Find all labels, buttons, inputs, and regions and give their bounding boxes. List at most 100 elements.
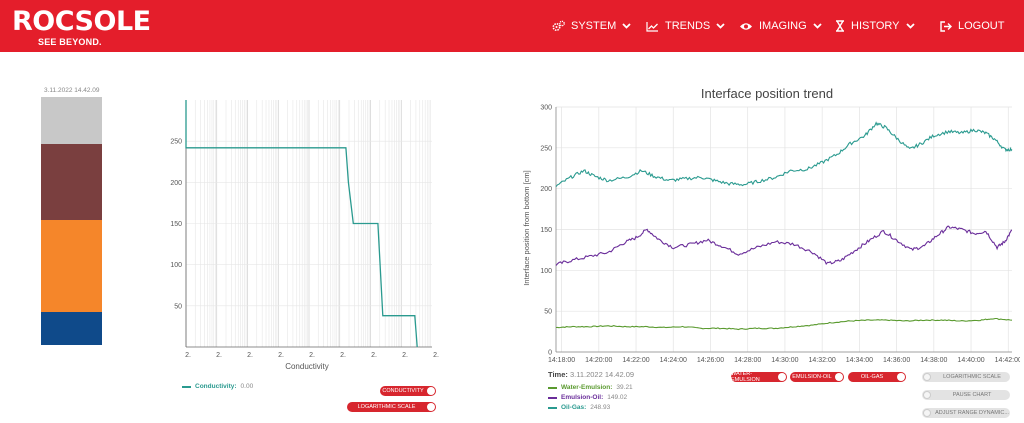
emulsion-layer — [41, 220, 102, 312]
series-line-emulsion-oil — [555, 225, 1013, 266]
legend-label: Emulsion-Oil: — [561, 394, 604, 401]
legend-swatch — [548, 386, 557, 389]
x-tick-label: 2. — [371, 352, 377, 359]
nav-history-menu[interactable]: HISTORY — [835, 0, 915, 52]
pause-chart-toggle[interactable]: PAUSE CHART — [922, 390, 1010, 400]
legend-swatch — [548, 406, 557, 409]
y-tick-label: 250 — [540, 145, 552, 152]
emulsion-oil-toggle[interactable]: EMULSION-OIL — [790, 372, 844, 382]
time-value: 3.11.2022 14.42.09 — [569, 370, 635, 379]
x-tick-label: 14:32:00 — [809, 357, 836, 364]
legend-value: 248.93 — [590, 404, 611, 411]
trend-log-scale-toggle[interactable]: LOGARITHMIC SCALE — [922, 372, 1010, 382]
legend-emulsion-oil: Emulsion-Oil: 149.02 — [548, 394, 627, 401]
oil-layer — [41, 144, 102, 220]
y-tick-label: 100 — [170, 262, 182, 269]
logout-label: LOGOUT — [958, 20, 1005, 32]
legend-oil-gas: Oil-Gas: 248.93 — [548, 404, 610, 411]
y-tick-label: 200 — [170, 180, 182, 187]
logout-button[interactable]: LOGOUT — [940, 0, 1004, 52]
water-emulsion-toggle[interactable]: WATER-EMULSION — [731, 371, 787, 383]
conductivity-series-line — [185, 100, 418, 348]
conductivity-profile-chart[interactable]: 50 100 150 200 250 2. 2. 2. 2. 2. 2. 2. 2. 2. Conduct… — [150, 95, 450, 375]
gas-layer — [41, 97, 102, 144]
nav-trends-label: TRENDS — [665, 20, 711, 32]
legend-water-emulsion: Water-Emulsion: 39.21 — [548, 384, 633, 391]
legend-swatch — [548, 396, 557, 399]
toggle-knob — [923, 373, 931, 381]
conductivity-legend: Conductivity: 0.00 — [182, 383, 253, 390]
y-tick-label: 0 — [548, 350, 552, 357]
nav-system-menu[interactable]: SYSTEM — [552, 0, 631, 52]
conductivity-legend-swatch — [182, 385, 191, 388]
trend-y-axis-label: Interface position from bottom [cm] — [522, 170, 531, 285]
time-label: Time: — [548, 370, 568, 379]
toggle-label: WATER-EMULSION — [731, 371, 760, 383]
conductivity-legend-label: Conductivity: — [195, 383, 237, 390]
chevron-down-icon — [905, 23, 915, 29]
x-tick-label: 14:30:00 — [771, 357, 798, 364]
conductivity-toggle[interactable]: CONDUCTIVITY — [380, 386, 436, 396]
sign-out-icon — [940, 20, 952, 32]
x-tick-label: 14:28:00 — [734, 357, 761, 364]
rocsole-logo[interactable]: ROCSOLE SEE BEYOND. — [12, 6, 152, 48]
toggle-knob — [923, 409, 931, 417]
legend-value: 39.21 — [616, 384, 633, 391]
y-tick-label: 50 — [174, 303, 182, 310]
interface-position-trend-chart[interactable]: Interface position trend Interface posit… — [515, 80, 1020, 370]
y-tick-label: 50 — [544, 309, 552, 316]
log-scale-toggle[interactable]: LOGARITHMIC SCALE — [347, 402, 436, 412]
x-tick-label: 14:22:00 — [622, 357, 649, 364]
y-tick-label: 100 — [540, 268, 552, 275]
x-tick-label: 14:36:00 — [883, 357, 910, 364]
x-tick-label: 2. — [247, 352, 253, 359]
toggle-label: EMULSION-OIL — [792, 374, 832, 380]
top-navigation-bar: ROCSOLE SEE BEYOND. SYSTEM TRENDS IMAGIN… — [0, 0, 1024, 52]
x-tick-label: 14:24:00 — [660, 357, 687, 364]
legend-label: Water-Emulsion: — [561, 384, 613, 391]
y-tick-label: 200 — [540, 186, 552, 193]
eye-icon — [740, 22, 752, 30]
x-tick-label: 14:18:00 — [548, 357, 575, 364]
trend-time-readout: Time: 3.11.2022 14.42.09 — [548, 370, 634, 379]
y-tick-label: 150 — [170, 221, 182, 228]
x-tick-label: 14:40:00 — [957, 357, 984, 364]
toggle-label: LOGARITHMIC SCALE — [943, 374, 1001, 380]
y-tick-label: 300 — [540, 105, 552, 112]
x-tick-label: 2. — [309, 352, 315, 359]
legend-label: Oil-Gas: — [561, 404, 587, 411]
conductivity-legend-value: 0.00 — [240, 383, 254, 390]
toggle-knob — [835, 373, 843, 381]
x-tick-label: 2. — [402, 352, 408, 359]
interface-layer-column — [41, 97, 102, 345]
x-tick-label: 2. — [278, 352, 284, 359]
chevron-down-icon — [813, 23, 822, 29]
toggle-knob — [427, 387, 435, 395]
nav-history-label: HISTORY — [851, 20, 900, 32]
logo-text: ROCSOLE — [12, 6, 151, 37]
adjust-range-dynamic-toggle[interactable]: ADJUST RANGE DYNAMIC... — [922, 408, 1010, 418]
oil-gas-toggle[interactable]: OIL-GAS — [848, 372, 906, 382]
trend-chart-title: Interface position trend — [701, 86, 833, 101]
x-tick-label: 2. — [433, 352, 439, 359]
x-tick-label: 2. — [340, 352, 346, 359]
logo-tagline: SEE BEYOND. — [38, 37, 102, 47]
gears-icon — [552, 20, 565, 32]
toggle-label: OIL-GAS — [860, 374, 884, 380]
x-tick-label: 14:42:00 — [995, 357, 1020, 364]
chevron-down-icon — [716, 23, 725, 29]
chevron-down-icon — [622, 23, 631, 29]
toggle-label: ADJUST RANGE DYNAMIC... — [935, 410, 1009, 416]
x-tick-label: 14:38:00 — [920, 357, 947, 364]
log-scale-toggle-label: LOGARITHMIC SCALE — [357, 404, 416, 410]
series-line-oil-gas — [555, 121, 1013, 188]
nav-system-label: SYSTEM — [571, 20, 617, 32]
water-layer — [41, 312, 102, 345]
toggle-knob — [923, 391, 931, 399]
column-timestamp: 3.11.2022 14.42.09 — [44, 87, 100, 94]
x-tick-label: 2. — [216, 352, 222, 359]
nav-imaging-menu[interactable]: IMAGING — [739, 0, 822, 52]
toggle-knob — [897, 373, 905, 381]
nav-trends-menu[interactable]: TRENDS — [646, 0, 725, 52]
nav-imaging-label: IMAGING — [759, 20, 807, 32]
